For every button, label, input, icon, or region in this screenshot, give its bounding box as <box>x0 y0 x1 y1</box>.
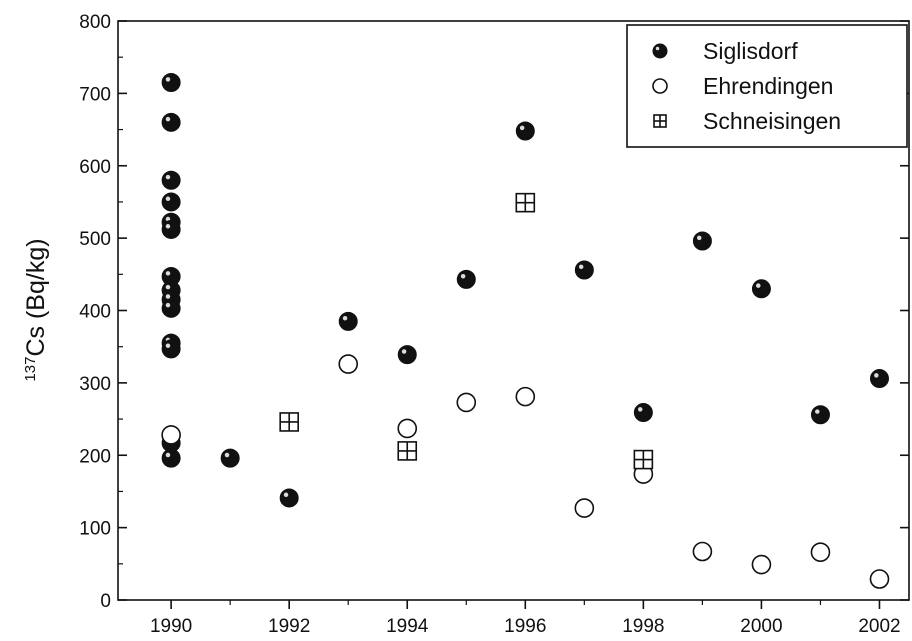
legend-label: Ehrendingen <box>703 73 833 99</box>
x-axis: 1990 1992 1994 1996 1998 2000 2002 <box>150 600 901 637</box>
data-point <box>220 448 240 468</box>
legend: Siglisdorf Ehrendingen Schneisingen <box>652 38 841 134</box>
data-point <box>810 405 830 425</box>
x-tick-label: 2000 <box>740 616 782 637</box>
y-axis-label: 137Cs (Bq/kg) <box>22 238 50 381</box>
data-point <box>338 354 359 374</box>
x-tick-label: 1990 <box>150 616 192 637</box>
x-tick-label: 1996 <box>504 616 546 637</box>
data-point <box>751 279 771 299</box>
legend-marker <box>653 114 667 128</box>
data-point <box>515 386 536 407</box>
data-point <box>161 425 181 445</box>
data-point <box>397 345 417 365</box>
y-tick-label: 100 <box>79 519 111 540</box>
data-point <box>161 266 181 286</box>
y-tick-label: 800 <box>79 12 111 33</box>
data-point <box>574 498 595 518</box>
x-tick-label: 1994 <box>386 616 429 637</box>
y-axis-label-text: Cs (Bq/kg) <box>22 238 50 356</box>
data-point <box>869 369 889 389</box>
data-point <box>633 403 653 423</box>
data-point <box>161 73 181 93</box>
data-point <box>456 392 477 413</box>
legend-marker <box>652 43 668 59</box>
y-tick-label: 400 <box>79 302 111 323</box>
y-tick-label: 700 <box>79 84 111 105</box>
data-point <box>279 412 299 432</box>
data-point <box>161 170 181 190</box>
data-point <box>161 298 181 318</box>
y-tick-label: 600 <box>79 157 111 178</box>
data-point <box>279 488 299 508</box>
y-tick-label: 200 <box>79 446 111 467</box>
y-tick-label: 500 <box>79 229 111 250</box>
y-tick-label: 300 <box>79 374 111 395</box>
data-point <box>161 448 181 468</box>
data-point <box>515 192 536 213</box>
legend-label: Schneisingen <box>703 108 841 134</box>
data-point <box>692 231 712 251</box>
data-points <box>161 73 890 589</box>
data-point <box>869 569 890 589</box>
legend-label: Siglisdorf <box>703 38 798 64</box>
data-point <box>338 311 358 331</box>
y-axis: 0 100 200 300 400 500 600 700 800 <box>79 12 909 612</box>
x-tick-label: 2002 <box>858 616 900 637</box>
x-tick-label: 1998 <box>622 616 664 637</box>
data-point <box>456 269 476 289</box>
x-tick-label: 1992 <box>268 616 310 637</box>
data-point <box>161 192 181 212</box>
legend-marker <box>652 78 668 94</box>
data-point <box>515 121 535 141</box>
data-point <box>397 441 418 461</box>
data-point <box>397 418 418 439</box>
data-point <box>161 219 181 239</box>
data-point <box>161 339 181 359</box>
data-point <box>751 554 772 575</box>
legend-box <box>626 24 908 148</box>
y-tick-label: 0 <box>100 591 111 612</box>
data-point <box>633 449 654 470</box>
data-point <box>692 541 713 562</box>
y-axis-label-superscript: 137 <box>22 357 39 382</box>
data-point <box>161 112 181 132</box>
data-point <box>574 260 594 280</box>
data-point <box>810 542 831 563</box>
